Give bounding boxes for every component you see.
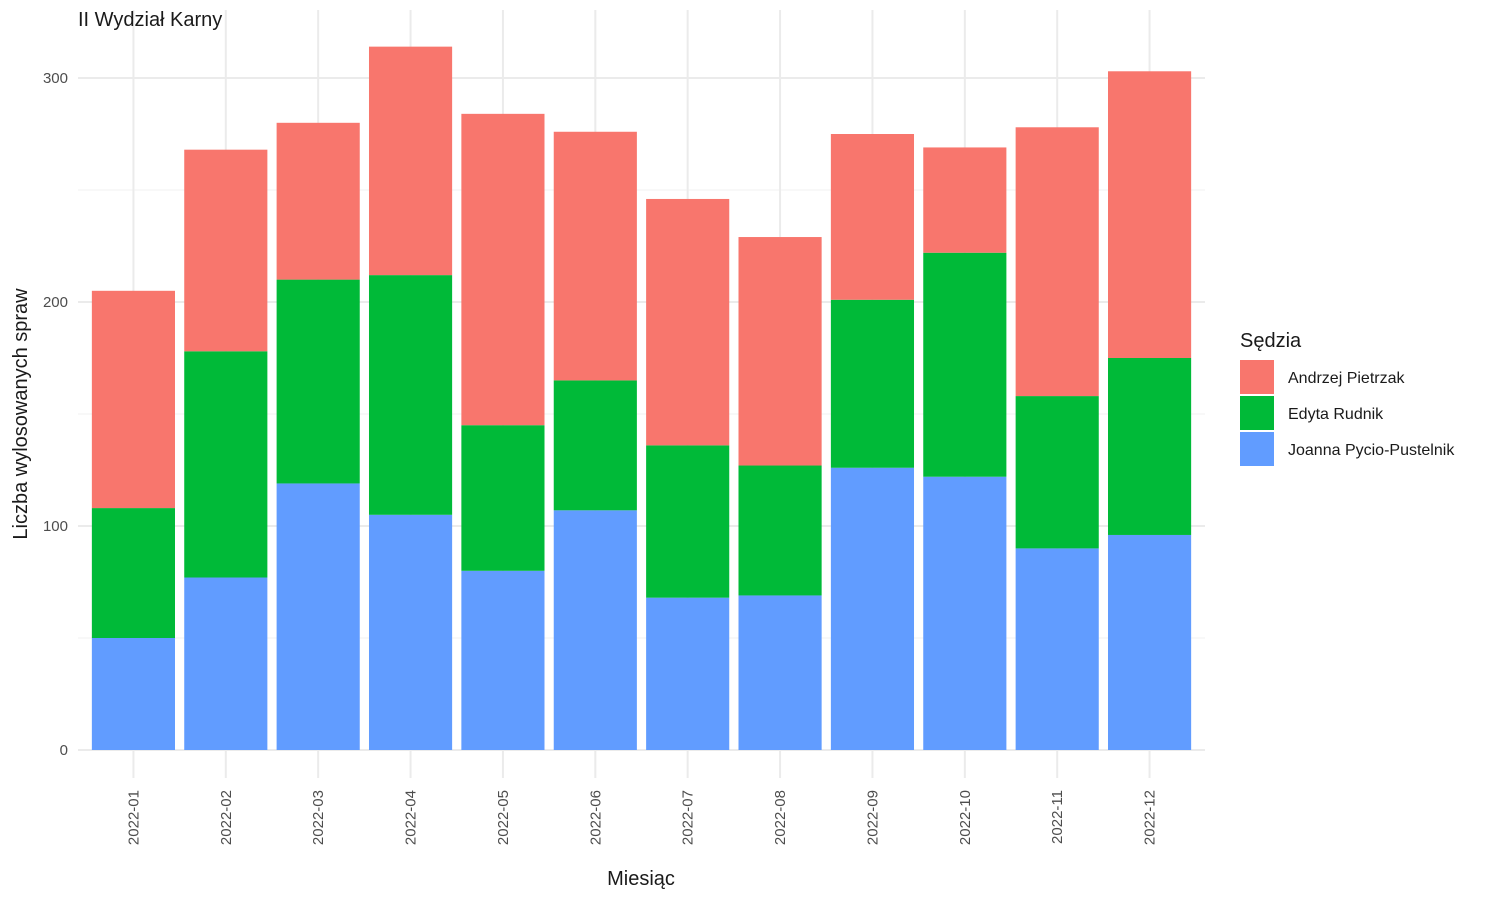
- bar-segment: [1108, 71, 1192, 358]
- bar-segment: [184, 577, 268, 750]
- bar-segment: [184, 149, 268, 352]
- legend-title: Sędzia: [1240, 330, 1302, 352]
- bar-segment: [184, 351, 268, 578]
- bar-segment: [923, 476, 1007, 750]
- x-tick-label: 2022-05: [495, 790, 512, 845]
- y-tick-label: 200: [43, 294, 68, 311]
- y-tick-label: 0: [60, 742, 68, 759]
- legend-swatch: [1240, 360, 1274, 394]
- bar-segment: [1015, 396, 1099, 549]
- legend-swatch: [1240, 432, 1274, 466]
- legend-swatch: [1240, 396, 1274, 430]
- y-axis-title: Liczba wylosowanych spraw: [10, 288, 32, 540]
- bar-segment: [276, 279, 360, 484]
- bar-segment: [276, 483, 360, 750]
- x-tick-label: 2022-10: [957, 790, 974, 845]
- bar-segment: [923, 147, 1007, 253]
- bar-segment: [461, 425, 545, 571]
- legend-label: Andrzej Pietrzak: [1288, 370, 1405, 387]
- bar-segment: [276, 122, 360, 280]
- bar-segment: [368, 46, 453, 276]
- bar-segment: [830, 467, 915, 750]
- x-tick-label: 2022-01: [125, 790, 142, 845]
- bar-segment: [91, 290, 175, 509]
- x-tick-label: 2022-08: [772, 790, 789, 845]
- x-tick-label: 2022-11: [1049, 790, 1066, 844]
- legend-label: Edyta Rudnik: [1288, 406, 1384, 423]
- bar-segment: [553, 510, 637, 750]
- bar-segment: [461, 570, 545, 750]
- legend: Sędzia Andrzej Pietrzak Edyta Rudnik Joann…: [1240, 330, 1455, 466]
- x-axis-title: Miesiąc: [607, 868, 675, 890]
- y-tick-label: 100: [43, 518, 68, 535]
- bar-segment: [1015, 127, 1099, 397]
- chart-title: II Wydział Karny: [78, 9, 222, 31]
- bar-segment: [553, 131, 637, 381]
- bar-segment: [91, 638, 175, 750]
- bar-segment: [830, 134, 915, 300]
- bar-segment: [646, 198, 730, 446]
- x-axis-ticks: 2022-01 2022-02 2022-03 2022-04 2022-05 2022-…: [125, 790, 1158, 845]
- y-tick-label: 300: [43, 70, 68, 87]
- x-tick-label: 2022-03: [310, 790, 327, 845]
- legend-label: Joanna Pycio-Pustelnik: [1288, 442, 1455, 459]
- bar-segment: [1015, 548, 1099, 750]
- x-tick-label: 2022-04: [403, 790, 420, 845]
- x-tick-label: 2022-07: [680, 790, 697, 845]
- bar-segment: [368, 275, 453, 515]
- bar-segment: [368, 514, 453, 750]
- bar-segment: [553, 380, 637, 511]
- bar-segment: [923, 252, 1007, 477]
- bar-segment: [830, 299, 915, 468]
- bar-segment: [738, 237, 822, 466]
- x-tick-label: 2022-12: [1142, 790, 1159, 845]
- x-tick-label: 2022-09: [864, 790, 881, 845]
- bar-segment: [1108, 358, 1192, 535]
- bar-segment: [738, 595, 822, 750]
- y-axis-ticks: 0 100 200 300: [43, 70, 68, 759]
- x-tick-label: 2022-02: [218, 790, 235, 845]
- bar-segment: [646, 597, 730, 750]
- bar-segment: [646, 445, 730, 598]
- bar-segment: [738, 465, 822, 596]
- x-tick-label: 2022-06: [587, 790, 604, 845]
- bar-segment: [91, 508, 175, 638]
- bars: [91, 46, 1192, 750]
- bar-segment: [461, 113, 545, 426]
- bar-segment: [1108, 534, 1192, 750]
